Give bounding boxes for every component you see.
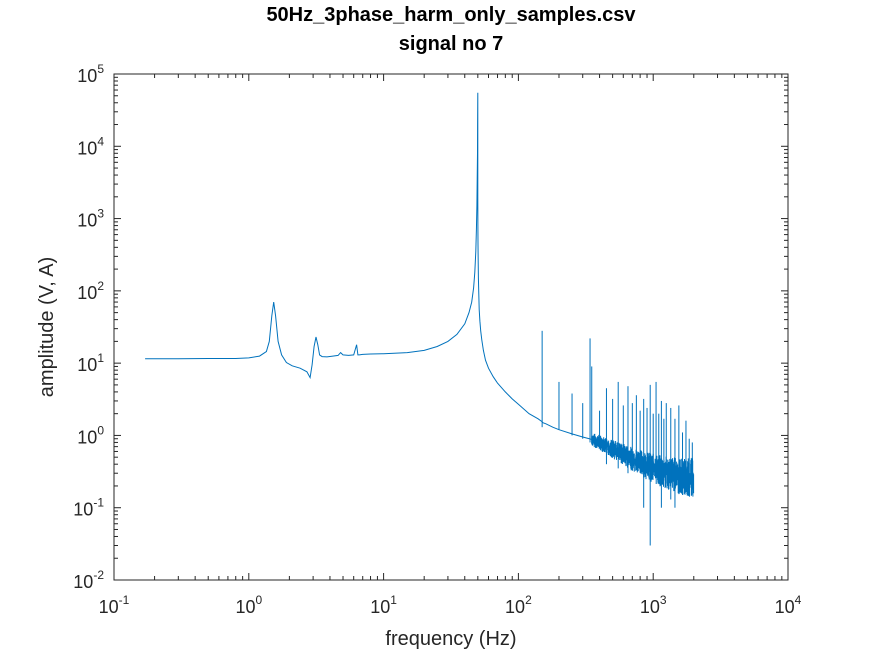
y-tick-base: 10 [77, 66, 97, 86]
x-tick-exponent: 4 [795, 593, 802, 607]
y-tick-base: 10 [77, 355, 97, 375]
x-tick-exponent: 3 [660, 593, 667, 607]
x-tick-base: 10 [775, 597, 795, 617]
x-tick-base: 10 [505, 597, 525, 617]
x-tick-base: 10 [640, 597, 660, 617]
spectrum-noise-band [591, 433, 695, 497]
y-tick-label: 102 [77, 279, 104, 303]
y-tick-base: 10 [73, 500, 93, 520]
x-tick-exponent: -1 [119, 593, 130, 607]
y-tick-exponent: 0 [97, 423, 104, 437]
x-tick-label: 100 [235, 593, 262, 617]
y-tick-base: 10 [73, 572, 93, 592]
y-tick-exponent: 2 [97, 279, 104, 293]
y-tick-base: 10 [77, 211, 97, 231]
x-tick-base: 10 [99, 597, 119, 617]
y-tick-base: 10 [77, 138, 97, 158]
chart-subtitle: signal no 7 [399, 33, 503, 55]
x-tick-label: 10-1 [99, 593, 130, 617]
x-tick-base: 10 [370, 597, 390, 617]
y-tick-exponent: 3 [97, 207, 104, 221]
series-layer [145, 92, 695, 546]
y-axis-label: amplitude (V, A) [36, 257, 58, 397]
y-tick-base: 10 [77, 283, 97, 303]
y-tick-label: 10-2 [73, 568, 104, 592]
x-tick-label: 101 [370, 593, 397, 617]
y-tick-exponent: 4 [97, 134, 104, 148]
x-tick-label: 102 [505, 593, 532, 617]
y-tick-label: 10-1 [73, 496, 104, 520]
y-tick-base: 10 [77, 427, 97, 447]
x-tick-base: 10 [235, 597, 255, 617]
x-axis-label: frequency (Hz) [385, 628, 516, 650]
y-tick-exponent: 5 [97, 62, 104, 76]
y-tick-exponent: -1 [93, 496, 104, 510]
plot-box [113, 73, 789, 581]
x-tick-label: 104 [775, 593, 802, 617]
y-tick-label: 101 [77, 351, 104, 375]
spectrum-line [145, 92, 694, 479]
y-tick-label: 105 [77, 62, 104, 86]
y-tick-exponent: 1 [97, 351, 104, 365]
chart-title: 50Hz_3phase_harm_only_samples.csv [266, 4, 636, 26]
x-axis-ticks: 10-1 100 101 102 103 104 [99, 74, 802, 617]
y-tick-label: 100 [77, 423, 104, 447]
y-tick-exponent: -2 [93, 568, 104, 582]
x-tick-exponent: 0 [255, 593, 262, 607]
y-tick-label: 103 [77, 207, 104, 231]
y-tick-label: 104 [77, 134, 104, 158]
x-tick-exponent: 1 [390, 593, 397, 607]
x-tick-exponent: 2 [525, 593, 532, 607]
x-tick-label: 103 [640, 593, 667, 617]
